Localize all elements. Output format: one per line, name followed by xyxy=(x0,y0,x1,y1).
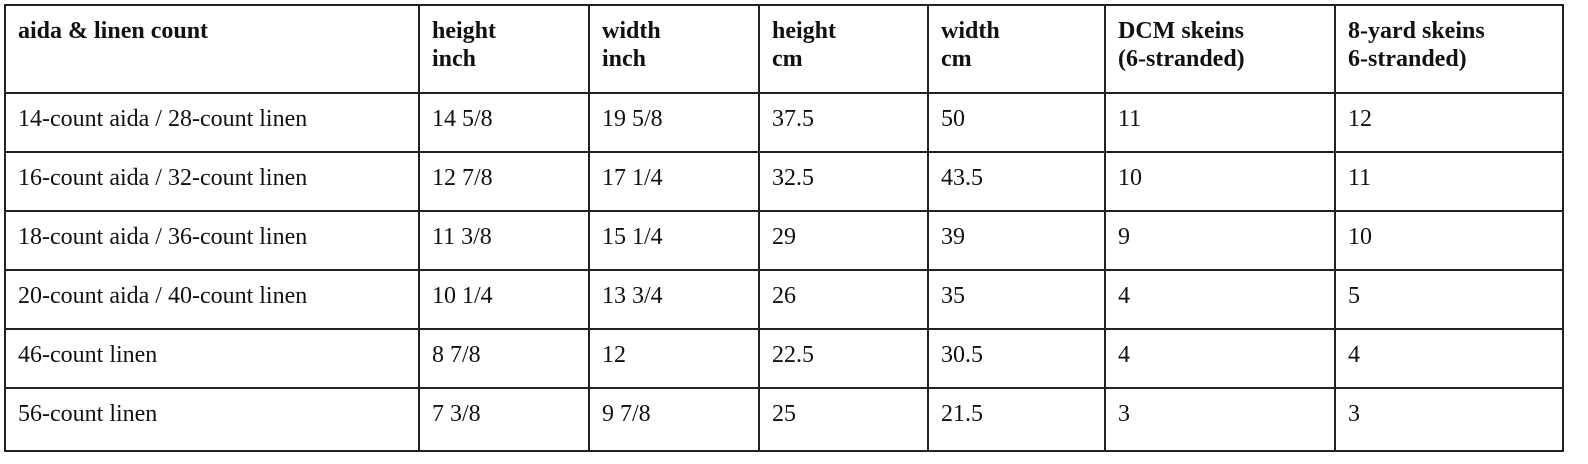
table-cell: 3 xyxy=(1334,387,1564,452)
table-cell: 3 xyxy=(1104,387,1336,452)
table-cell: 26 xyxy=(758,269,929,330)
table-cell: 4 xyxy=(1104,269,1336,330)
table-cell: 30.5 xyxy=(927,328,1106,389)
table-cell: 32.5 xyxy=(758,151,929,212)
header-row: aida & linen count height inch width inch h… xyxy=(4,4,1564,94)
table-cell: 46-count linen xyxy=(4,328,420,389)
table-cell: 25 xyxy=(758,387,929,452)
table-cell: 14-count aida / 28-count linen xyxy=(4,92,420,153)
table-cell: 9 7/8 xyxy=(588,387,760,452)
table-cell: 10 xyxy=(1334,210,1564,271)
table-cell: 7 3/8 xyxy=(418,387,590,452)
table-row: 14-count aida / 28-count linen 14 5/8 19 5… xyxy=(4,92,1564,153)
table-cell: 15 1/4 xyxy=(588,210,760,271)
table-row: 46-count linen 8 7/8 12 22.5 30.5 4 4 xyxy=(4,328,1564,389)
table-cell: 8 7/8 xyxy=(418,328,590,389)
table-row: 18-count aida / 36-count linen 11 3/8 15 1… xyxy=(4,210,1564,271)
table-cell: 37.5 xyxy=(758,92,929,153)
table-cell: 14 5/8 xyxy=(418,92,590,153)
table-row: 16-count aida / 32-count linen 12 7/8 17 1… xyxy=(4,151,1564,212)
table-cell: 18-count aida / 36-count linen xyxy=(4,210,420,271)
column-header: 8-yard skeins 6-stranded) xyxy=(1334,4,1564,94)
table-cell: 56-count linen xyxy=(4,387,420,452)
table-cell: 13 3/4 xyxy=(588,269,760,330)
table-row: 20-count aida / 40-count linen 10 1/4 13 3… xyxy=(4,269,1564,330)
table-cell: 35 xyxy=(927,269,1106,330)
table-cell: 50 xyxy=(927,92,1106,153)
table-cell: 12 xyxy=(1334,92,1564,153)
table-cell: 22.5 xyxy=(758,328,929,389)
column-header: width cm xyxy=(927,4,1106,94)
table-cell: 10 1/4 xyxy=(418,269,590,330)
column-header: height inch xyxy=(418,4,590,94)
table-row: 56-count linen 7 3/8 9 7/8 25 21.5 3 3 xyxy=(4,387,1564,452)
column-header: height cm xyxy=(758,4,929,94)
table-cell: 21.5 xyxy=(927,387,1106,452)
table-cell: 39 xyxy=(927,210,1106,271)
column-header: aida & linen count xyxy=(4,4,420,94)
column-header: DCM skeins (6-stranded) xyxy=(1104,4,1336,94)
table-cell: 16-count aida / 32-count linen xyxy=(4,151,420,212)
table-cell: 12 7/8 xyxy=(418,151,590,212)
table-cell: 5 xyxy=(1334,269,1564,330)
table-cell: 4 xyxy=(1104,328,1336,389)
table-cell: 17 1/4 xyxy=(588,151,760,212)
table-cell: 43.5 xyxy=(927,151,1106,212)
table-cell: 4 xyxy=(1334,328,1564,389)
table-cell: 29 xyxy=(758,210,929,271)
table-cell: 10 xyxy=(1104,151,1336,212)
table-cell: 9 xyxy=(1104,210,1336,271)
fabric-size-table: aida & linen count height inch width inch h… xyxy=(4,4,1564,452)
table-cell: 12 xyxy=(588,328,760,389)
table-cell: 20-count aida / 40-count linen xyxy=(4,269,420,330)
column-header: width inch xyxy=(588,4,760,94)
table-cell: 11 3/8 xyxy=(418,210,590,271)
table-cell: 11 xyxy=(1104,92,1336,153)
table-cell: 19 5/8 xyxy=(588,92,760,153)
table-cell: 11 xyxy=(1334,151,1564,212)
